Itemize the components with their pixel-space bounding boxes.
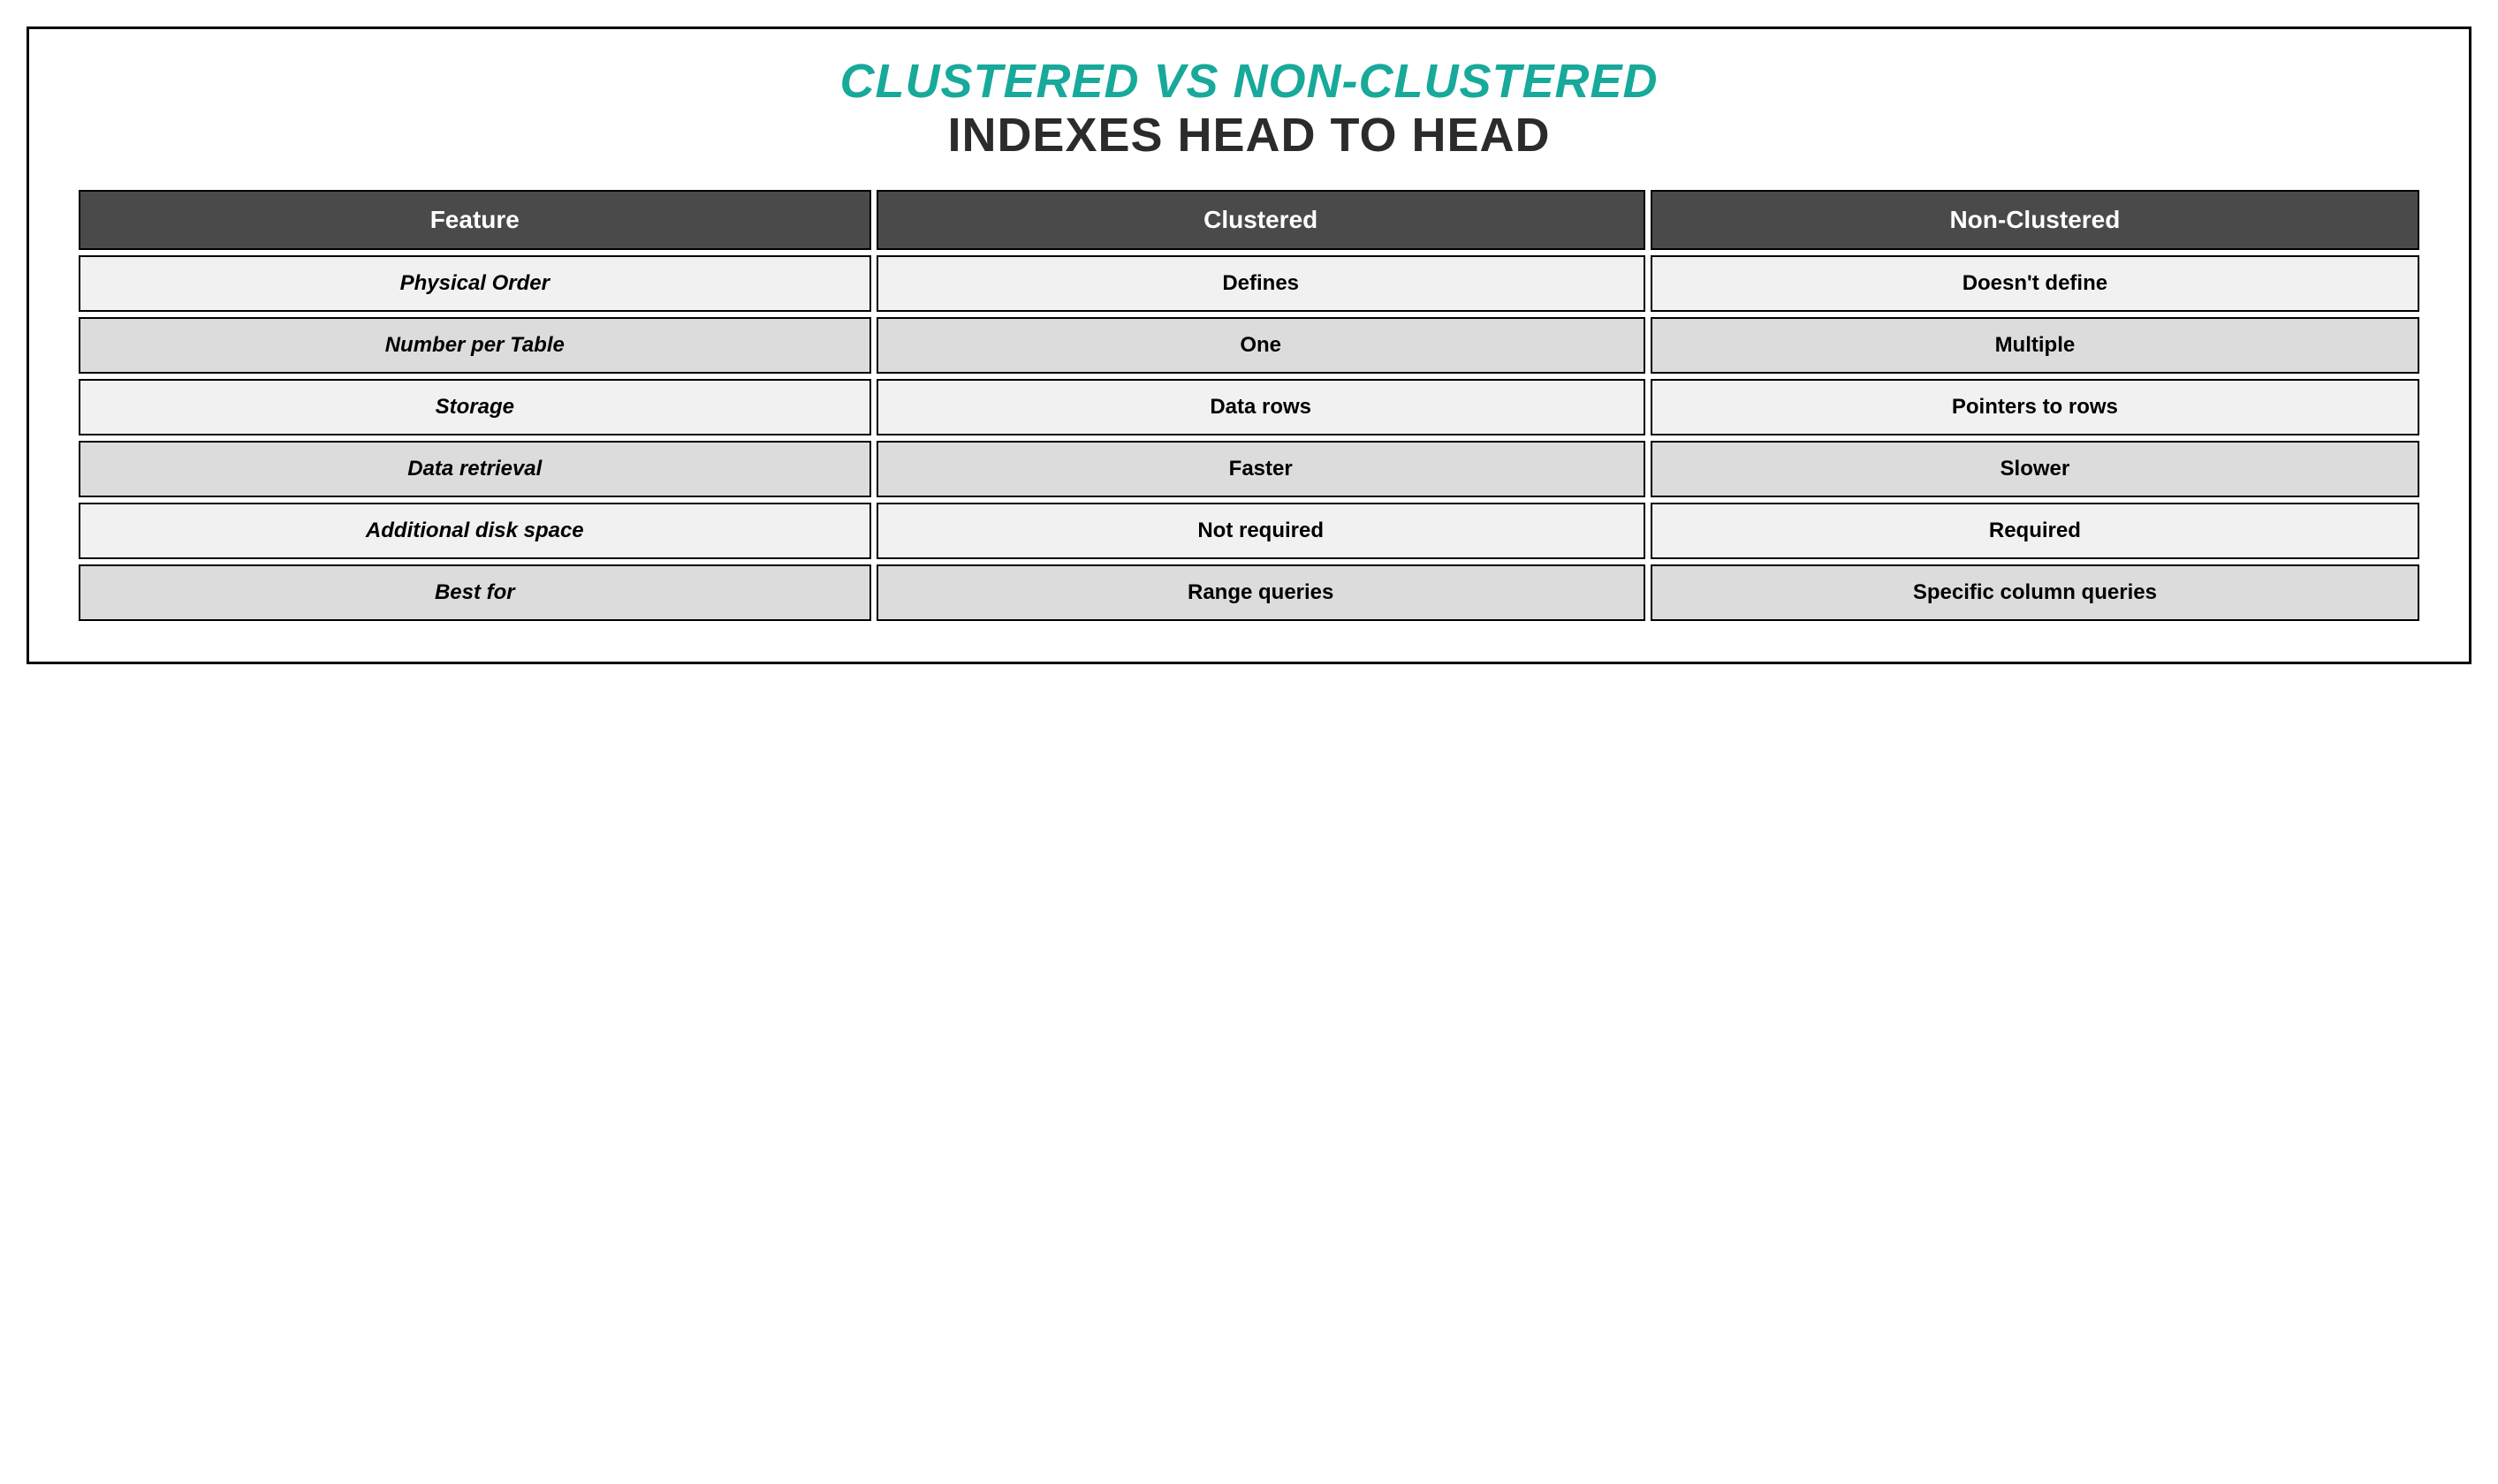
- table-row: Physical Order Defines Doesn't define: [79, 255, 2419, 312]
- title-line2: INDEXES HEAD TO HEAD: [73, 108, 2425, 163]
- table-row: Best for Range queries Specific column q…: [79, 564, 2419, 621]
- outer-frame: CLUSTERED VS NON-CLUSTERED INDEXES HEAD …: [27, 26, 2471, 664]
- cell-feature: Data retrieval: [79, 441, 871, 497]
- title-line1: CLUSTERED VS NON-CLUSTERED: [73, 56, 2425, 108]
- title-block: CLUSTERED VS NON-CLUSTERED INDEXES HEAD …: [73, 56, 2425, 163]
- table-header-row: Feature Clustered Non-Clustered: [79, 190, 2419, 250]
- table-row: Storage Data rows Pointers to rows: [79, 379, 2419, 435]
- cell-nonclustered: Multiple: [1651, 317, 2419, 374]
- cell-nonclustered: Specific column queries: [1651, 564, 2419, 621]
- cell-feature: Number per Table: [79, 317, 871, 374]
- cell-clustered: Data rows: [877, 379, 1645, 435]
- cell-nonclustered: Slower: [1651, 441, 2419, 497]
- cell-clustered: Faster: [877, 441, 1645, 497]
- cell-nonclustered: Doesn't define: [1651, 255, 2419, 312]
- cell-feature: Additional disk space: [79, 503, 871, 559]
- cell-feature: Best for: [79, 564, 871, 621]
- cell-nonclustered: Required: [1651, 503, 2419, 559]
- col-header-clustered: Clustered: [877, 190, 1645, 250]
- col-header-feature: Feature: [79, 190, 871, 250]
- cell-clustered: Range queries: [877, 564, 1645, 621]
- cell-clustered: Not required: [877, 503, 1645, 559]
- cell-feature: Physical Order: [79, 255, 871, 312]
- table-row: Data retrieval Faster Slower: [79, 441, 2419, 497]
- cell-clustered: One: [877, 317, 1645, 374]
- col-header-nonclustered: Non-Clustered: [1651, 190, 2419, 250]
- comparison-table: Feature Clustered Non-Clustered Physical…: [73, 185, 2425, 626]
- table-row: Additional disk space Not required Requi…: [79, 503, 2419, 559]
- table-body: Physical Order Defines Doesn't define Nu…: [79, 255, 2419, 621]
- cell-nonclustered: Pointers to rows: [1651, 379, 2419, 435]
- cell-clustered: Defines: [877, 255, 1645, 312]
- table-row: Number per Table One Multiple: [79, 317, 2419, 374]
- cell-feature: Storage: [79, 379, 871, 435]
